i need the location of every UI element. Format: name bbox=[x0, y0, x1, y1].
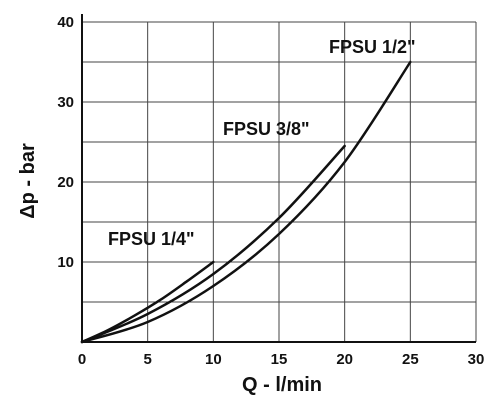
x-tick-label: 10 bbox=[205, 351, 222, 368]
series-label-1: FPSU 1/4" bbox=[108, 229, 195, 249]
tick-labels: 0 5 10 15 20 25 30 10 20 30 40 bbox=[57, 14, 484, 368]
axes bbox=[81, 14, 476, 343]
x-tick-label: 20 bbox=[336, 351, 353, 368]
series-label-3: FPSU 1/2" bbox=[329, 37, 416, 57]
x-tick-label: 30 bbox=[468, 351, 484, 368]
series-line-3 bbox=[80, 60, 412, 344]
x-tick-label: 5 bbox=[143, 351, 151, 368]
series-label-2: FPSU 3/8" bbox=[223, 119, 310, 139]
x-axis-title: Q - l/min bbox=[242, 374, 322, 396]
y-tick-label: 40 bbox=[57, 14, 74, 31]
y-tick-label: 20 bbox=[57, 174, 74, 191]
y-axis-title: Δp - bar bbox=[17, 143, 39, 219]
x-tick-label: 25 bbox=[402, 351, 419, 368]
x-tick-label: 15 bbox=[271, 351, 288, 368]
y-tick-label: 10 bbox=[57, 254, 74, 271]
grid bbox=[82, 21, 477, 342]
series-line-2 bbox=[80, 144, 346, 344]
series-lines bbox=[80, 60, 412, 344]
x-tick-label: 0 bbox=[78, 351, 86, 368]
series-labels: FPSU 1/4" FPSU 3/8" FPSU 1/2" bbox=[108, 37, 416, 249]
y-tick-label: 30 bbox=[57, 94, 74, 111]
